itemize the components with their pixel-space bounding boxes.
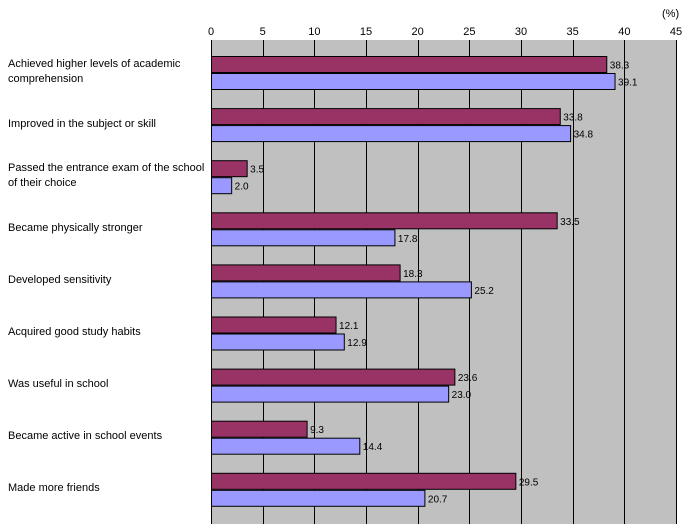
category-label: Developed sensitivity — [8, 273, 112, 286]
category-label: Improved in the subject or skill — [8, 117, 156, 130]
bar-series-2 — [211, 333, 345, 351]
data-label: 12.1 — [339, 321, 359, 332]
data-label: 25.2 — [474, 286, 494, 297]
bar-series-2 — [211, 489, 426, 507]
bar-series-2 — [211, 125, 572, 143]
x-tick-label: 0 — [208, 26, 214, 38]
data-label: 39.1 — [618, 78, 638, 89]
bar-series-1 — [211, 56, 608, 73]
data-label: 3.5 — [250, 165, 264, 176]
bar-series-2 — [211, 177, 233, 195]
bar-series-2 — [211, 385, 450, 403]
category-label: Was useful in school — [8, 378, 109, 391]
data-label: 23.0 — [452, 390, 472, 401]
category-label: Made more friends — [8, 482, 100, 495]
bar-series-1 — [211, 420, 308, 438]
bar-series-1 — [211, 212, 558, 230]
data-label: 2.0 — [235, 182, 249, 193]
x-tick-label: 30 — [515, 26, 527, 38]
data-label: 34.8 — [574, 130, 594, 141]
x-axis-ticks: 0 5 10 15 20 25 30 35 40 45 — [208, 26, 682, 38]
category-label: Achieved higher levels of academic compr… — [8, 58, 181, 85]
data-label: 14.4 — [363, 442, 383, 453]
category-label: Passed the entrance exam of the school o… — [8, 162, 205, 190]
data-label: 23.6 — [458, 373, 478, 384]
bar-series-2 — [211, 281, 472, 299]
data-labels: 38.3 39.1 33.8 34.8 3.52.0 33.5 17.8 18.3 25.2 12… — [235, 61, 638, 506]
category-label: Became physically stronger — [8, 221, 143, 234]
bar-series-1 — [211, 160, 248, 178]
x-tick-label: 40 — [618, 26, 630, 38]
data-label: 38.3 — [610, 61, 630, 72]
data-label: 29.5 — [519, 477, 539, 488]
bar-series-1 — [211, 316, 337, 334]
data-label: 18.3 — [403, 269, 423, 280]
bar-series-2 — [211, 437, 361, 455]
category-label: Acquired good study habits — [8, 326, 141, 338]
x-tick-label: 25 — [463, 26, 475, 38]
x-tick-label: 20 — [412, 26, 424, 38]
data-label: 20.7 — [428, 494, 448, 505]
bar-series-1 — [211, 264, 401, 282]
data-label: 33.8 — [563, 113, 583, 124]
category-label: Became active in school events — [8, 430, 163, 443]
x-tick-label: 10 — [308, 26, 320, 38]
bar-series-1 — [211, 368, 456, 386]
data-label: 9.3 — [310, 425, 324, 436]
x-tick-label: 45 — [670, 26, 682, 38]
bar-series-2 — [211, 229, 396, 247]
x-tick-label: 5 — [260, 26, 266, 38]
bar-series-2 — [211, 73, 616, 90]
data-label: 12.9 — [347, 338, 367, 349]
unit-label: (%) — [662, 8, 679, 20]
data-label: 33.5 — [560, 217, 580, 228]
data-label: 17.8 — [398, 234, 418, 245]
bar-series-1 — [211, 472, 517, 490]
x-tick-label: 15 — [360, 26, 372, 38]
bar-series-1 — [211, 108, 561, 126]
x-tick-label: 35 — [567, 26, 579, 38]
